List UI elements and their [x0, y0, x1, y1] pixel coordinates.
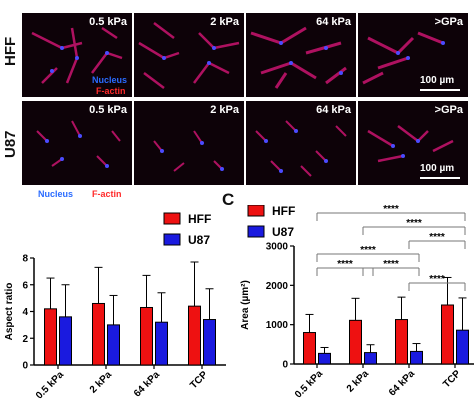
stain-factin-label: F-actin: [96, 86, 126, 96]
x-tick-label: 64 kPa: [132, 369, 162, 399]
micrograph-hff-2: 64 kPa: [246, 13, 356, 97]
bar-hff: [44, 308, 57, 366]
micrograph-u87-1: 2 kPa: [134, 101, 244, 185]
stiffness-label: >GPa: [434, 104, 463, 116]
y-axis-label: Aspect ratio: [4, 283, 15, 341]
legend-label-hff: HFF: [272, 205, 295, 218]
stiffness-label: 2 kPa: [210, 16, 239, 28]
stain-legend: Nucleus F-actin: [38, 189, 122, 199]
scale-bar-label: 100 µm: [420, 163, 455, 174]
micrograph-u87-2: 64 kPa: [246, 101, 356, 185]
significance-label: ****: [383, 205, 399, 215]
stain-nucleus-label: Nucleus: [92, 75, 128, 85]
bar-u87: [155, 321, 168, 366]
bar-hff: [441, 304, 454, 365]
significance-label: ****: [429, 274, 445, 285]
row-label-hff: HFF: [2, 36, 19, 66]
bar-u87: [364, 352, 377, 365]
y-axis-label: Area (µm²): [240, 280, 251, 330]
stiffness-label: 2 kPa: [210, 104, 239, 116]
micrograph-hff-0: 0.5 kPa Nucleus F-actin: [22, 13, 132, 97]
aspect-ratio-chart: 0 2 4 6 8 Aspect ratio 0.5 kPa 2 kPa 64 kPa TCP HF…: [4, 212, 226, 402]
significance-bracket: ****: [316, 245, 420, 262]
factin-legend-label: F-actin: [92, 189, 122, 199]
y-tick-label: 3000: [266, 242, 289, 253]
x-tick-label: 0.5 kPa: [34, 369, 66, 401]
y-tick-label: 2: [22, 334, 28, 345]
area-chart: 0 1000 2000 3000 Area (µm²) 0.5 kPa 2 kPa 64 kP…: [240, 205, 474, 401]
y-tick-label: 0: [22, 361, 28, 372]
legend-label-u87: U87: [188, 233, 210, 247]
legend-swatch-u87: [247, 225, 265, 238]
bar-hff: [92, 302, 105, 366]
cell-image: [36, 120, 121, 168]
scale-bar: [420, 89, 460, 91]
significance-bracket: ****: [408, 274, 466, 291]
cell-image: [250, 26, 347, 89]
bar-u87: [318, 352, 331, 365]
scale-bar: [420, 177, 460, 179]
legend-swatch-hff: [163, 212, 181, 225]
significance-label: ****: [383, 259, 399, 270]
significance-label: ****: [360, 245, 376, 256]
stiffness-label: 64 kPa: [316, 16, 351, 28]
significance-bracket: ****: [362, 218, 466, 235]
x-tick-label: TCP: [188, 369, 210, 391]
x-tick-label: 2 kPa: [88, 369, 115, 396]
micrograph-u87-0: 0.5 kPa: [22, 101, 132, 185]
legend-label-u87: U87: [272, 225, 294, 239]
cell-image: [153, 130, 224, 172]
significance-bracket: ****: [362, 259, 420, 276]
stiffness-label: 0.5 kPa: [89, 104, 127, 116]
significance-label: ****: [406, 218, 422, 229]
y-tick-label: 0: [282, 360, 288, 371]
bar-u87: [203, 319, 216, 366]
cell-image: [255, 120, 347, 177]
bar-u87: [59, 316, 72, 366]
scale-bar-label: 100 µm: [420, 75, 455, 86]
y-tick-label: 4: [22, 307, 28, 318]
x-tick-label: TCP: [441, 368, 463, 390]
nucleus-legend-label: Nucleus: [38, 189, 74, 199]
bar-hff: [349, 319, 362, 365]
row-label-u87: U87: [2, 130, 19, 158]
bar-hff: [395, 319, 408, 365]
legend-swatch-u87: [163, 233, 181, 246]
significance-label: ****: [337, 259, 353, 270]
x-tick-label: 64 kPa: [387, 368, 417, 398]
micrograph-u87-3: >GPa 100 µm: [358, 101, 468, 185]
x-tick-label: 0.5 kPa: [293, 368, 325, 400]
cell-image: [362, 31, 445, 85]
stiffness-label: 64 kPa: [316, 104, 351, 116]
x-tick-label: 2 kPa: [345, 368, 372, 395]
bar-hff: [140, 306, 153, 366]
stiffness-label: 0.5 kPa: [89, 16, 127, 28]
bar-u87: [107, 324, 120, 366]
stiffness-label: >GPa: [434, 16, 463, 28]
y-tick-label: 6: [22, 280, 28, 291]
micrograph-hff-1: 2 kPa: [134, 13, 244, 97]
legend-label-hff: HFF: [188, 212, 211, 226]
cell-image: [367, 125, 454, 163]
significance-bracket: ****: [408, 232, 466, 249]
bar-hff: [188, 305, 201, 366]
bar-u87: [456, 329, 469, 365]
bar-u87: [410, 350, 423, 365]
bar-hff: [303, 332, 316, 365]
panel-label-c: C: [222, 190, 235, 209]
y-tick-label: 1000: [266, 320, 289, 331]
cell-image: [138, 22, 240, 89]
significance-label: ****: [429, 232, 445, 243]
y-tick-label: 8: [22, 254, 28, 265]
y-tick-label: 2000: [266, 281, 289, 292]
micrograph-hff-3: >GPa 100 µm: [358, 13, 468, 97]
legend-swatch-hff: [247, 205, 265, 217]
significance-bracket: ****: [316, 205, 466, 221]
cell-image: [31, 26, 123, 84]
